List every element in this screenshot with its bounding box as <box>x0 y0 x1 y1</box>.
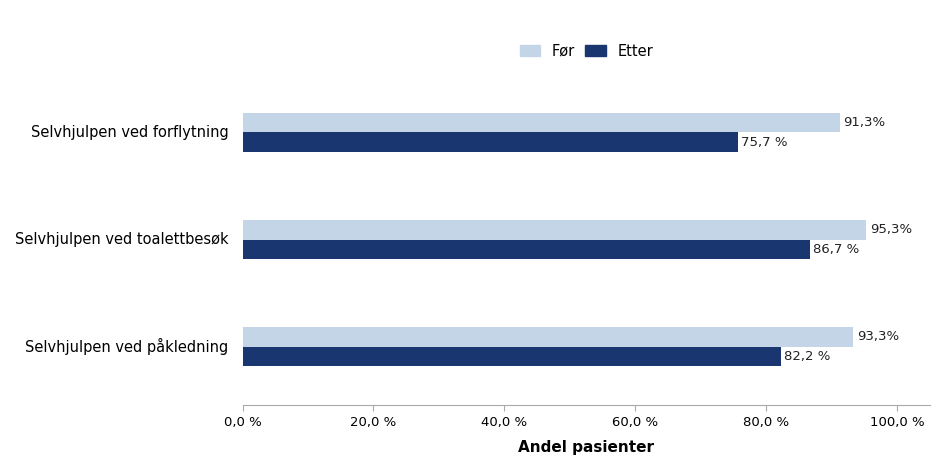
Bar <box>243 346 780 366</box>
Bar <box>243 240 809 259</box>
Bar <box>243 133 737 152</box>
Text: 75,7 %: 75,7 % <box>741 135 787 149</box>
Text: 86,7 %: 86,7 % <box>813 243 859 256</box>
Bar <box>243 113 839 133</box>
Bar <box>243 327 852 346</box>
Text: 82,2 %: 82,2 % <box>784 350 830 363</box>
Text: 91,3%: 91,3% <box>843 116 885 129</box>
Bar <box>243 220 866 240</box>
Text: 93,3%: 93,3% <box>856 330 898 344</box>
Text: 95,3%: 95,3% <box>868 223 911 236</box>
X-axis label: Andel pasienter: Andel pasienter <box>517 440 653 455</box>
Legend: Før, Etter: Før, Etter <box>514 38 658 64</box>
